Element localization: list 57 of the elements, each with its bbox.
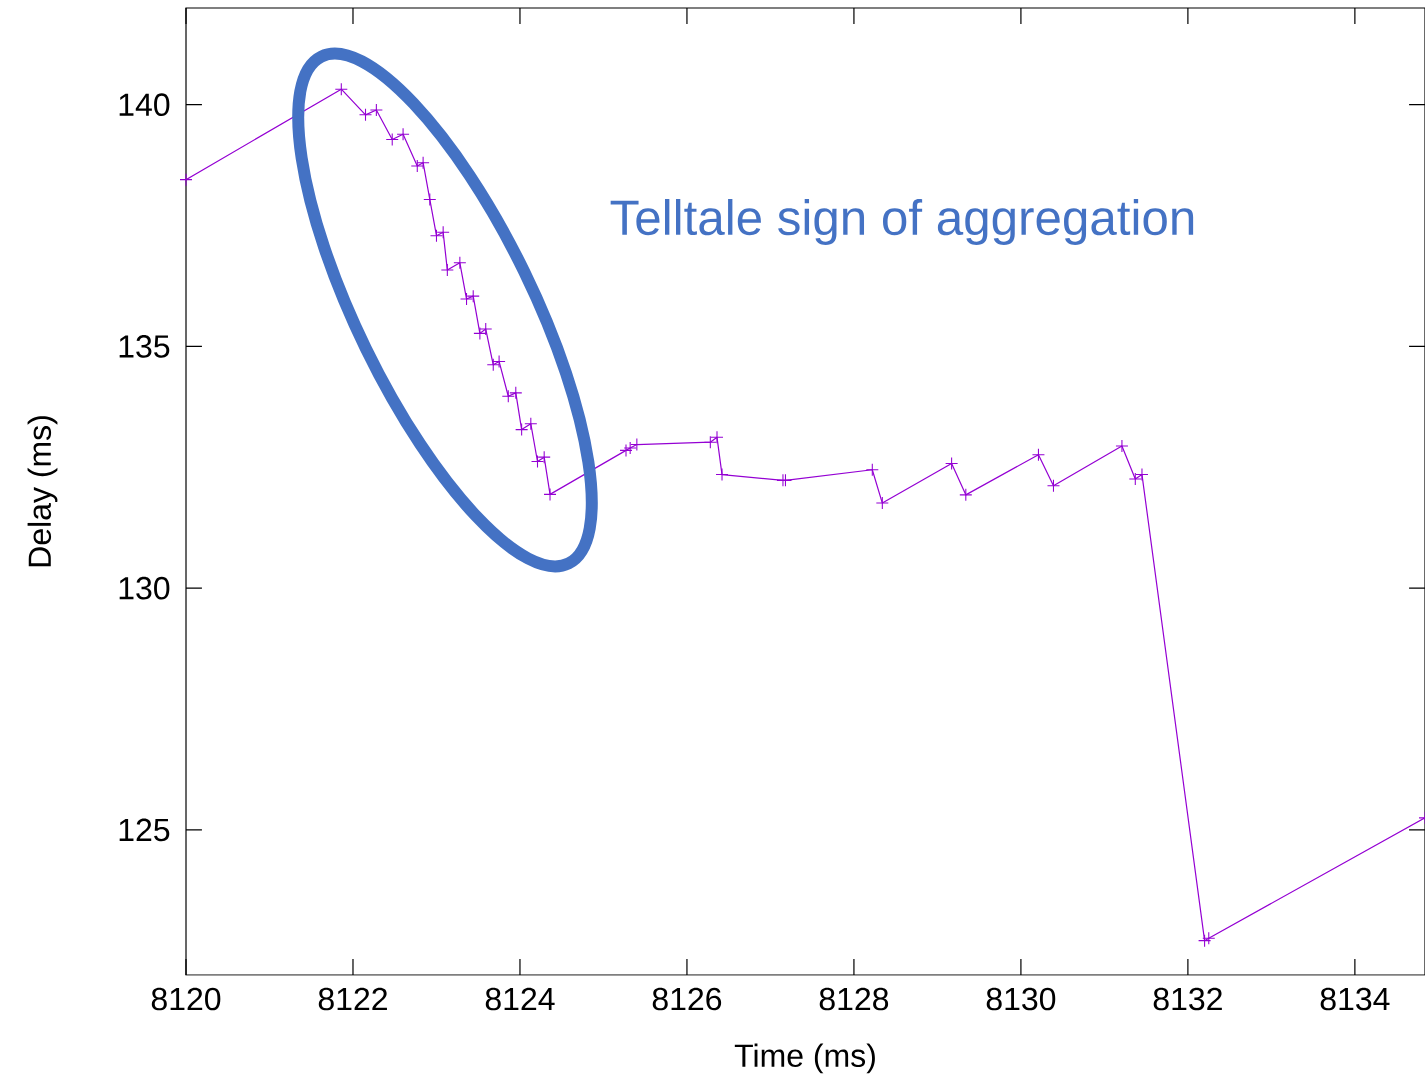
point [423, 192, 437, 206]
point [1202, 931, 1216, 945]
point [1031, 448, 1045, 462]
point [440, 263, 454, 277]
point [459, 292, 474, 306]
point [358, 108, 373, 122]
y-tick-label: 130 [119, 576, 170, 600]
x-tick-label: 8134 [1320, 987, 1390, 1011]
point [875, 496, 889, 510]
point [1198, 934, 1212, 948]
point [509, 386, 523, 400]
point [1046, 479, 1061, 493]
point [334, 82, 348, 96]
point [515, 423, 529, 437]
point [479, 322, 493, 336]
y-tick-label: 135 [119, 335, 170, 358]
point [453, 256, 467, 270]
point [396, 127, 410, 141]
point [619, 443, 633, 457]
y-tick-label: 140 [119, 93, 170, 117]
point [501, 389, 515, 403]
x-tick-label: 8120 [151, 987, 221, 1011]
point [530, 454, 545, 469]
point [385, 132, 399, 147]
point [524, 417, 538, 431]
point [369, 103, 383, 117]
point [486, 358, 500, 372]
point [537, 450, 551, 464]
point [473, 326, 487, 340]
x-tick-label: 8130 [986, 987, 1056, 1011]
point [543, 487, 557, 501]
point [436, 225, 450, 239]
point [429, 229, 444, 243]
point [466, 289, 480, 303]
point [715, 468, 729, 482]
x-tick-label: 8128 [819, 987, 889, 1011]
point [623, 441, 637, 455]
point [865, 463, 879, 477]
x-tick-label: 8132 [1153, 987, 1222, 1011]
point [945, 456, 959, 470]
point [1128, 472, 1142, 486]
point [710, 430, 724, 444]
x-tick-label: 8126 [652, 987, 722, 1011]
x-axis-title: Time (ms) [734, 1043, 875, 1074]
annotation: Telltale sign of aggregation [610, 199, 1194, 245]
point [416, 156, 430, 170]
y-tick-label: 125 [119, 818, 170, 842]
y-axis-title: Delay (ms) [27, 416, 58, 567]
point [1135, 468, 1149, 482]
point [703, 435, 717, 449]
x-tick-label: 8124 [485, 987, 555, 1011]
x-tick-label: 8122 [318, 987, 387, 1011]
point [959, 488, 973, 502]
point [492, 354, 506, 368]
point [410, 159, 424, 173]
point [179, 173, 193, 187]
point [1115, 439, 1129, 453]
